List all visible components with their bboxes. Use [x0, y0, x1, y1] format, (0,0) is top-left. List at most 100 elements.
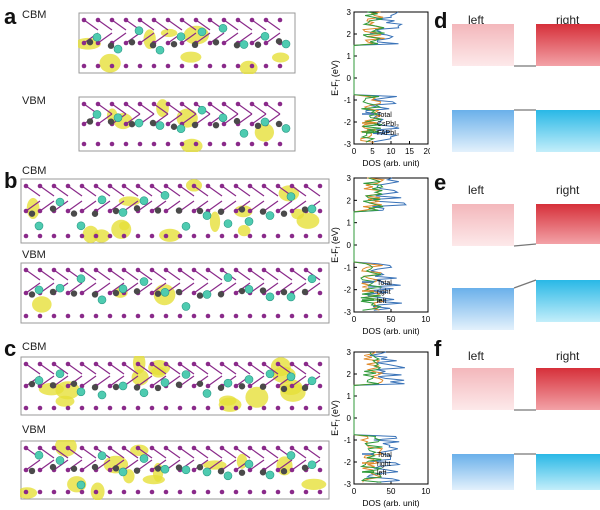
- bond: [221, 282, 237, 294]
- bond: [291, 185, 307, 197]
- iodine-atom: [233, 489, 239, 495]
- lead-atom: [70, 380, 78, 387]
- bond: [223, 32, 239, 44]
- bond: [263, 200, 279, 212]
- lead-atom: [149, 119, 157, 127]
- lead-atom: [301, 384, 309, 392]
- iodine-atom: [81, 141, 87, 147]
- bond: [39, 459, 55, 471]
- lead-atom: [28, 210, 36, 217]
- lead-atom: [275, 38, 283, 45]
- charge-density: [159, 228, 181, 242]
- cesium-atom: [76, 274, 86, 283]
- cesium-atom: [97, 451, 107, 460]
- cesium-atom: [202, 389, 212, 398]
- bond: [263, 269, 279, 281]
- iodine-atom: [177, 405, 183, 411]
- lead-atom: [112, 289, 120, 297]
- cesium-atom: [223, 378, 233, 388]
- cesium-atom: [307, 274, 317, 284]
- iodine-atom: [79, 383, 85, 389]
- iodine-atom: [107, 290, 113, 296]
- bond: [81, 200, 97, 212]
- cesium-atom: [97, 295, 107, 305]
- iodine-atom: [79, 467, 85, 473]
- legend-label: left: [377, 298, 386, 305]
- bond: [249, 447, 265, 459]
- iodine-atom: [149, 233, 155, 239]
- lead-atom: [259, 469, 267, 476]
- iodine-atom: [79, 183, 85, 189]
- iodine-atom: [191, 467, 197, 473]
- iodine-atom: [263, 40, 269, 46]
- bond: [235, 185, 251, 197]
- iodine-atom: [23, 183, 29, 189]
- iodine-atom: [107, 467, 113, 473]
- charge-density: [271, 52, 290, 63]
- iodine-atom: [163, 445, 169, 451]
- lead-atom: [301, 288, 309, 296]
- lead-atom: [217, 208, 225, 215]
- bond: [95, 375, 111, 387]
- charge-density: [301, 478, 327, 490]
- bond: [151, 200, 167, 212]
- iodine-atom: [107, 183, 113, 189]
- cell-frame: [20, 262, 330, 324]
- iodine-atom: [163, 489, 169, 495]
- bond: [53, 447, 69, 459]
- iodine-atom: [261, 267, 267, 273]
- legend-label: Total: [377, 112, 392, 119]
- iodine-atom: [23, 405, 29, 411]
- bond: [249, 200, 265, 212]
- y-tick-label: 0: [347, 74, 352, 83]
- iodine-atom: [149, 267, 155, 273]
- vb-left-block: [452, 454, 514, 490]
- cesium-atom: [286, 192, 296, 201]
- iodine-atom: [163, 208, 169, 214]
- bond: [153, 103, 169, 115]
- iodine-atom: [109, 101, 115, 107]
- lead-atom: [49, 288, 57, 296]
- cell-frame: [20, 356, 330, 416]
- structure-b-vbm: [20, 262, 330, 324]
- bond: [165, 269, 181, 281]
- lead-atom: [112, 383, 120, 391]
- lead-atom: [49, 205, 57, 212]
- bond: [237, 19, 253, 31]
- cesium-atom: [34, 376, 44, 385]
- scheme-right-label: right: [556, 183, 580, 197]
- bond: [153, 19, 169, 31]
- iodine-atom: [289, 383, 295, 389]
- bond: [95, 200, 111, 212]
- iodine-atom: [261, 405, 267, 411]
- legend-label: left: [377, 470, 386, 477]
- iodine-atom: [23, 233, 29, 239]
- lead-atom: [175, 464, 183, 471]
- iodine-atom: [205, 233, 211, 239]
- bond: [25, 282, 41, 294]
- cb-right-block: [536, 204, 600, 244]
- bond: [53, 185, 69, 197]
- bond: [305, 363, 321, 375]
- iodine-atom: [303, 489, 309, 495]
- vbm-label-b: VBM: [22, 249, 46, 261]
- iodine-atom: [261, 233, 267, 239]
- iodine-atom: [177, 361, 183, 367]
- lead-atom: [280, 468, 288, 475]
- bond: [249, 459, 265, 471]
- x-axis-label: DOS (arb. unit): [362, 158, 419, 168]
- iodine-atom: [247, 405, 253, 411]
- y-tick-label: -3: [344, 308, 352, 317]
- bond: [277, 282, 293, 294]
- iodine-atom: [247, 383, 253, 389]
- y-tick-label: 2: [347, 196, 352, 205]
- bond: [167, 103, 183, 115]
- bond: [139, 32, 155, 44]
- iodine-atom: [275, 290, 281, 296]
- iodine-atom: [37, 361, 43, 367]
- bond: [67, 185, 83, 197]
- lead-atom: [217, 468, 225, 475]
- iodine-atom: [233, 183, 239, 189]
